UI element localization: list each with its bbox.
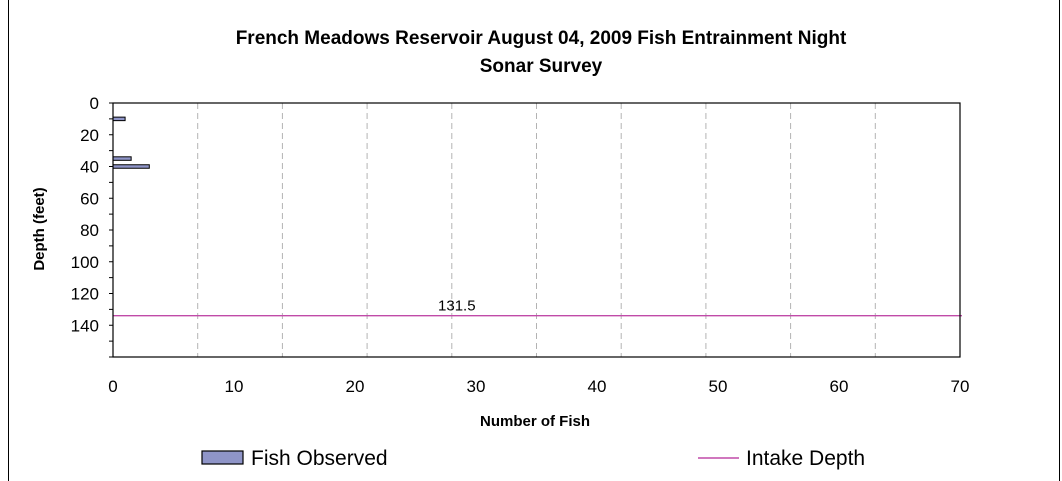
y-tick-label: 100: [71, 253, 99, 272]
grid-layer: [197, 103, 876, 357]
intake-depth-label: 131.5: [438, 298, 476, 315]
legend: Fish Observed Intake Depth: [201, 447, 865, 470]
x-tick-label: 0: [108, 377, 117, 396]
legend-label-intake-depth: Intake Depth: [746, 447, 865, 470]
y-axis-title: Depth (feet): [31, 187, 48, 270]
x-axis-title: Number of Fish: [480, 413, 590, 430]
chart-title: French Meadows Reservoir August 04, 2009…: [236, 28, 847, 77]
x-tick-label: 60: [830, 377, 849, 396]
x-axis-ticks: 0 10 20 30 40 50 60 70: [108, 377, 969, 396]
legend-label-fish-observed: Fish Observed: [251, 447, 388, 470]
y-tick-label: 0: [90, 94, 99, 113]
y-tick-label: 40: [80, 158, 99, 177]
y-tick-label: 80: [80, 221, 99, 240]
chart-frame: French Meadows Reservoir August 04, 2009…: [8, 0, 1060, 481]
y-tick-label: 140: [71, 316, 99, 335]
y-tick-label: 120: [71, 285, 99, 304]
y-tick-label: 60: [80, 189, 99, 208]
chart-title-line-2: Sonar Survey: [480, 56, 603, 77]
y-axis-ticks: 0 20 40 60 80 100 120 140: [71, 94, 113, 358]
bar-fish-observed: [112, 116, 126, 122]
x-tick-label: 10: [225, 377, 244, 396]
legend-swatch-fish-observed: [201, 450, 244, 465]
chart-svg: French Meadows Reservoir August 04, 2009…: [31, 28, 969, 470]
bar-layer: [112, 116, 150, 169]
x-tick-label: 30: [467, 377, 486, 396]
y-tick-label: 20: [80, 126, 99, 145]
x-tick-label: 70: [951, 377, 970, 396]
bar-fish-observed: [112, 156, 132, 161]
x-tick-label: 20: [346, 377, 365, 396]
x-tick-label: 50: [709, 377, 728, 396]
chart-title-line-1: French Meadows Reservoir August 04, 2009…: [236, 28, 847, 49]
reference-line-layer: 131.5: [113, 298, 962, 317]
x-tick-label: 40: [588, 377, 607, 396]
bar-fish-observed: [112, 164, 150, 169]
